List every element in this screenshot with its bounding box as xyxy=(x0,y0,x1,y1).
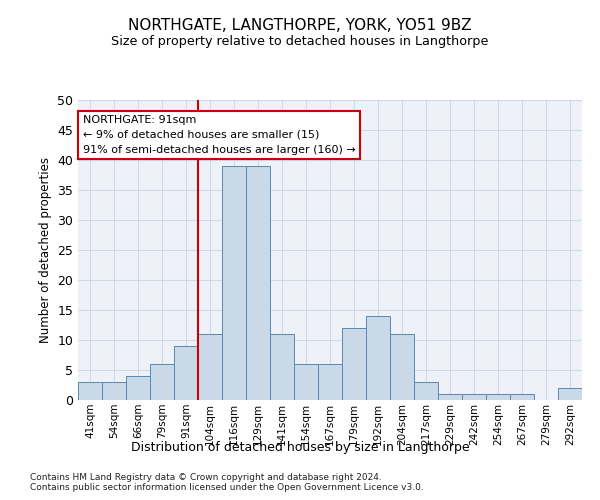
Bar xyxy=(510,394,534,400)
Bar xyxy=(414,382,438,400)
Bar xyxy=(150,364,174,400)
Bar xyxy=(318,364,342,400)
Bar xyxy=(366,316,390,400)
Y-axis label: Number of detached properties: Number of detached properties xyxy=(38,157,52,343)
Text: NORTHGATE, LANGTHORPE, YORK, YO51 9BZ: NORTHGATE, LANGTHORPE, YORK, YO51 9BZ xyxy=(128,18,472,32)
Bar xyxy=(270,334,294,400)
Text: Distribution of detached houses by size in Langthorpe: Distribution of detached houses by size … xyxy=(131,441,469,454)
Bar xyxy=(486,394,510,400)
Text: Contains public sector information licensed under the Open Government Licence v3: Contains public sector information licen… xyxy=(30,484,424,492)
Bar xyxy=(198,334,222,400)
Bar xyxy=(294,364,318,400)
Bar xyxy=(438,394,462,400)
Bar xyxy=(390,334,414,400)
Bar xyxy=(126,376,150,400)
Bar xyxy=(342,328,366,400)
Bar xyxy=(78,382,102,400)
Text: Contains HM Land Registry data © Crown copyright and database right 2024.: Contains HM Land Registry data © Crown c… xyxy=(30,472,382,482)
Bar xyxy=(246,166,270,400)
Bar xyxy=(222,166,246,400)
Bar xyxy=(558,388,582,400)
Bar xyxy=(174,346,198,400)
Bar xyxy=(102,382,126,400)
Text: Size of property relative to detached houses in Langthorpe: Size of property relative to detached ho… xyxy=(112,35,488,48)
Bar xyxy=(462,394,486,400)
Text: NORTHGATE: 91sqm
← 9% of detached houses are smaller (15)
91% of semi-detached h: NORTHGATE: 91sqm ← 9% of detached houses… xyxy=(83,115,356,154)
